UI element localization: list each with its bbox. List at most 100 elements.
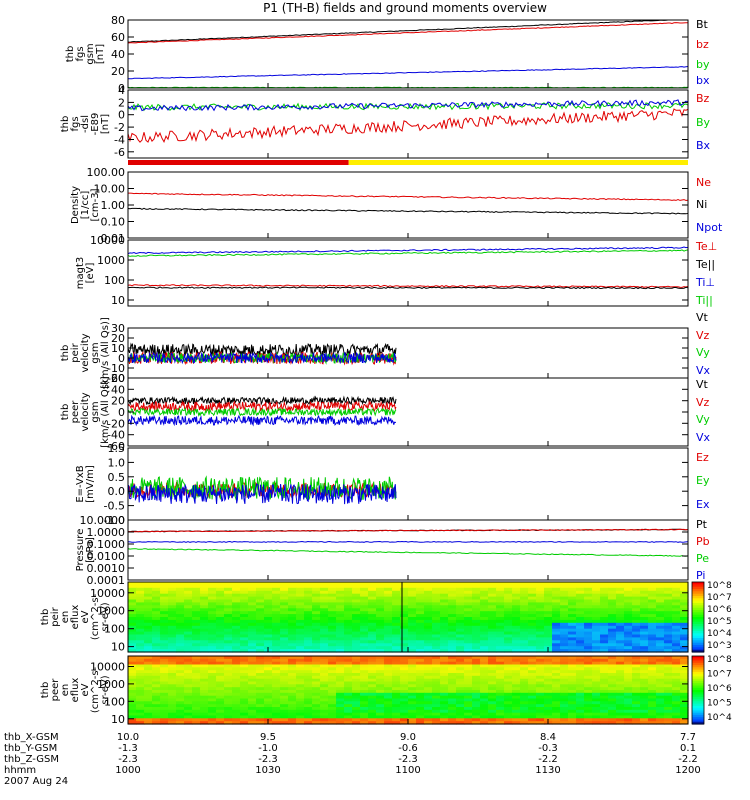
spectrogram-cell xyxy=(328,661,337,666)
spectrogram-cell xyxy=(216,704,225,708)
spectrogram-cell xyxy=(648,704,657,708)
spectrogram-cell xyxy=(424,673,433,677)
spectrogram-cell xyxy=(640,637,649,641)
spectrogram-cell xyxy=(392,593,401,598)
legend-label: Bt xyxy=(696,18,709,31)
spectrogram-cell xyxy=(456,631,465,636)
spectrogram-cell xyxy=(656,721,665,725)
spectrogram-cell xyxy=(616,640,625,644)
spectrogram-cell xyxy=(608,619,617,624)
spectrogram-cell xyxy=(536,721,545,725)
colorbar-label: 10^5 xyxy=(707,699,732,709)
y-tick-label: 1.0000 xyxy=(87,526,126,539)
spectrogram-cell xyxy=(208,715,217,719)
spectrogram-cell xyxy=(400,593,409,598)
spectrogram-cell xyxy=(288,631,297,636)
spectrogram-cell xyxy=(448,599,457,603)
spectrogram-cell xyxy=(416,681,425,685)
spectrogram-cell xyxy=(504,690,513,694)
spectrogram-cell xyxy=(456,690,465,694)
spectrogram-cell xyxy=(192,695,201,700)
spectrogram-cell xyxy=(400,637,409,641)
spectrogram-cell xyxy=(336,718,345,722)
spectrogram-cell xyxy=(448,709,457,714)
spectrogram-cell xyxy=(552,587,561,592)
spectrogram-cell xyxy=(624,712,633,717)
spectrogram-cell xyxy=(416,593,425,598)
spectrogram-cell xyxy=(624,628,633,633)
spectrogram-cell xyxy=(616,664,625,668)
spectrogram-cell xyxy=(512,715,521,719)
colorbar-band xyxy=(692,701,704,705)
spectrogram-cell xyxy=(624,617,633,621)
spectrogram-cell xyxy=(320,664,329,668)
spectrogram-cell xyxy=(216,658,225,663)
spectrogram-cell xyxy=(584,617,593,621)
spectrogram-cell xyxy=(192,690,201,694)
spectrogram-cell xyxy=(592,631,601,636)
spectrogram-cell xyxy=(128,692,137,697)
spectrogram-cell xyxy=(448,712,457,717)
spectrogram-cell xyxy=(208,670,217,674)
spectrogram-cell xyxy=(528,593,537,598)
spectrogram-cell xyxy=(600,687,609,691)
spectrogram-cell xyxy=(184,658,193,663)
spectrogram-cell xyxy=(408,678,417,683)
spectrogram-cell xyxy=(352,664,361,668)
spectrogram-cell xyxy=(352,619,361,624)
spectrogram-cell xyxy=(464,596,473,601)
spectrogram-cell xyxy=(192,692,201,697)
spectrogram-cell xyxy=(440,704,449,708)
spectrogram-cell xyxy=(376,602,385,606)
spectrogram-cell xyxy=(280,687,289,691)
spectrogram-cell xyxy=(360,599,369,603)
spectrogram-cell xyxy=(656,643,665,647)
spectrogram-cell xyxy=(592,661,601,666)
spectrogram-cell xyxy=(680,673,689,677)
spectrogram-cell xyxy=(464,690,473,694)
spectrogram-cell xyxy=(280,678,289,683)
spectrogram-cell xyxy=(424,709,433,714)
spectrogram-cell xyxy=(232,593,241,598)
spectrogram-cell xyxy=(184,695,193,700)
spectrogram-cell xyxy=(480,701,489,705)
spectrogram-cell xyxy=(312,718,321,722)
spectrogram-cell xyxy=(368,619,377,624)
spectrogram-cell xyxy=(592,634,601,638)
spectrogram-cell xyxy=(304,690,313,694)
y-tick-label: -40 xyxy=(107,429,125,442)
spectrogram-cell xyxy=(448,628,457,633)
spectrogram-cell xyxy=(568,584,577,589)
spectrogram-cell xyxy=(184,673,193,677)
spectrogram-cell xyxy=(504,721,513,725)
spectrogram-cell xyxy=(680,661,689,666)
spectrogram-cell xyxy=(480,599,489,603)
y-axis-label: thb peer en eflux eV (cm^2-s-sr-eV) xyxy=(40,666,111,713)
spectrogram-cell xyxy=(168,712,177,717)
spectrogram-cell xyxy=(568,721,577,725)
spectrogram-cell xyxy=(392,634,401,638)
spectrogram-cell xyxy=(360,695,369,700)
spectrogram-cell xyxy=(632,675,641,680)
spectrogram-cell xyxy=(136,692,145,697)
spectrogram-cell xyxy=(392,701,401,705)
spectrogram-cell xyxy=(600,605,609,609)
spectrogram-cell xyxy=(200,602,209,606)
spectrogram-cell xyxy=(480,646,489,650)
spectrogram-cell xyxy=(168,709,177,714)
spectrogram-cell xyxy=(272,631,281,636)
spectrogram-cell xyxy=(240,698,249,702)
spectrogram-cell xyxy=(624,656,633,660)
spectrogram-cell xyxy=(264,622,273,627)
colorbar-label: 10^4 xyxy=(707,713,732,723)
spectrogram-cell xyxy=(224,596,233,601)
spectrogram-cell xyxy=(536,712,545,717)
spectrogram-cell xyxy=(152,582,161,586)
spectrogram-cell xyxy=(544,681,553,685)
spectrogram-cell xyxy=(128,646,137,650)
spectrogram-cell xyxy=(296,712,305,717)
spectrogram-cell xyxy=(408,622,417,627)
spectrogram-cell xyxy=(664,715,673,719)
spectrogram-cell xyxy=(400,698,409,702)
spectrogram-cell xyxy=(472,608,481,612)
